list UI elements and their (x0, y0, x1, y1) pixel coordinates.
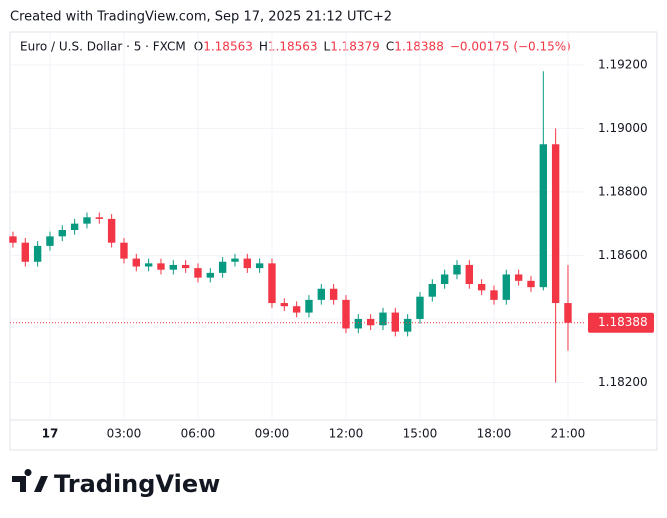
y-tick-label: 1.18800 (598, 184, 648, 198)
candle-body (218, 261, 227, 273)
candle-body (354, 318, 363, 329)
header: Created with TradingView.com, Sep 17, 20… (10, 10, 392, 25)
candle-body (33, 245, 42, 262)
candle-body (120, 242, 128, 259)
logo-icon (12, 469, 48, 492)
candle-body (181, 264, 190, 269)
candle-body (305, 299, 313, 313)
candle-body (428, 283, 437, 297)
candle-body (440, 274, 449, 284)
x-tick-label: 17 (42, 427, 59, 441)
legend-value: 1.18379 (330, 40, 380, 54)
y-tick-label: 1.19000 (598, 121, 648, 135)
candle-body (70, 223, 79, 231)
x-tick-label: 09:00 (255, 427, 290, 441)
candle-body (502, 274, 511, 300)
candle-body (564, 303, 572, 323)
candle-body (169, 264, 177, 270)
y-tick-label: 1.18600 (598, 248, 648, 262)
candle-body (527, 280, 535, 288)
candle-body (194, 268, 202, 278)
legend-key: L (324, 40, 331, 54)
candle-body (268, 263, 276, 304)
x-tick-label: 06:00 (181, 427, 216, 441)
legend-key: O (194, 40, 203, 54)
candle-body (403, 318, 412, 332)
candle-body (21, 242, 29, 262)
last-price-label: 1.18388 (598, 315, 648, 329)
candle-body (366, 318, 375, 326)
candle-body (107, 218, 116, 243)
candle-body (329, 288, 338, 300)
candle-body (317, 288, 326, 300)
legend-key: H (259, 40, 268, 54)
candle-body (453, 264, 461, 275)
candle-body (95, 217, 103, 219)
candle-body (206, 272, 215, 278)
candle-body (231, 258, 239, 262)
logo: TradingView (12, 469, 220, 498)
legend-value: 1.18388 (394, 40, 444, 54)
candle-body (551, 144, 560, 304)
legend-value: 1.18563 (203, 40, 253, 54)
x-tick-label: 21:00 (551, 427, 586, 441)
candle-body (157, 263, 165, 270)
candle-body (255, 263, 264, 269)
candle-body (416, 296, 424, 319)
x-tick-label: 18:00 (477, 427, 512, 441)
legend-change: −0.00175 (−0.15%) (450, 40, 571, 54)
candle-body (465, 264, 474, 284)
last-price-box (588, 312, 654, 333)
candle-body (58, 230, 66, 237)
chart-title: Euro / U.S. Dollar · 5 · FXCM (20, 40, 186, 54)
candle-body (243, 258, 252, 269)
candle-body (280, 303, 289, 307)
candle-body (342, 299, 350, 329)
brand: TradingView (54, 470, 220, 498)
candle-body (490, 290, 498, 300)
candle-body (292, 306, 301, 313)
x-tick-label: 15:00 (403, 427, 438, 441)
candle-body (539, 144, 548, 288)
x-tick-label: 12:00 (329, 427, 364, 441)
legend: Euro / U.S. Dollar · 5 · FXCM O 1.18563 H 1.… (20, 40, 571, 54)
candle-body (477, 283, 486, 291)
candle-body (391, 312, 400, 332)
y-tick-label: 1.18200 (598, 375, 648, 389)
candle-body (46, 236, 54, 246)
x-tick-label: 03:00 (107, 427, 142, 441)
legend-key: C (386, 40, 394, 54)
candle-body (514, 274, 523, 281)
candle-body (379, 312, 387, 326)
candle-body (144, 263, 153, 267)
y-tick-label: 1.19200 (598, 57, 648, 71)
legend-value: 1.18563 (268, 40, 318, 54)
candle-body (83, 217, 91, 224)
candle-body (132, 258, 140, 267)
candle-body (9, 236, 17, 243)
